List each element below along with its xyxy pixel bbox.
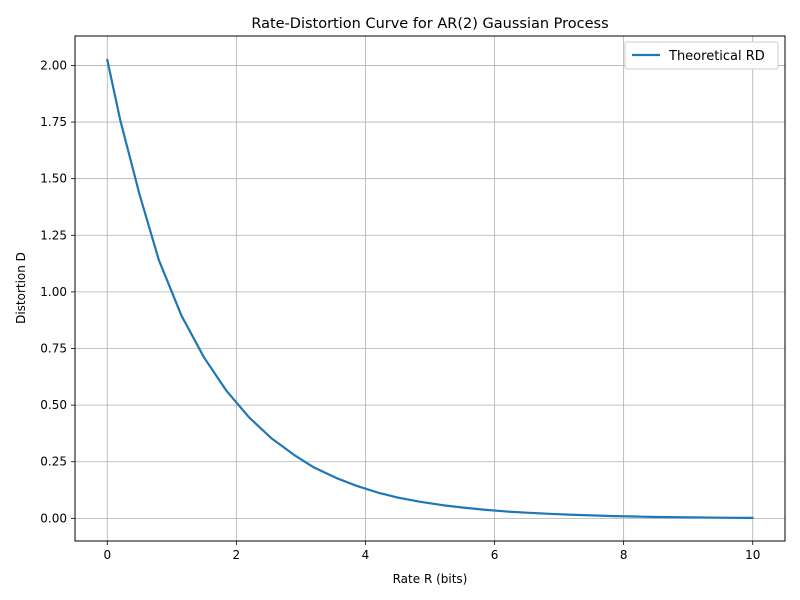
y-axis-title: Distortion D [14,252,28,324]
axis-ticks: 0 2 4 6 8 10 0.00 0.25 0.50 0.75 1.00 1.25 1.50 1.75 2… [40,58,760,562]
y-tick-label: 1.75 [40,115,67,129]
x-tick-label: 0 [103,548,111,562]
y-tick-label: 0.25 [40,455,67,469]
legend: Theoretical RD [624,41,779,70]
y-tick-label: 1.00 [40,285,67,299]
plot-area-frame [74,35,786,542]
series-lines [106,58,754,520]
x-axis-title: Rate R (bits) [393,572,468,586]
x-tick-label: 8 [620,548,628,562]
y-tick-label: 1.50 [40,172,67,186]
grid-lines [75,36,785,541]
y-tick-label: 2.00 [40,58,67,72]
x-tick-label: 2 [233,548,241,562]
legend-label: Theoretical RD [668,49,765,64]
x-tick-label: 10 [745,548,760,562]
y-tick-label: 0.00 [40,511,67,525]
x-tick-label: 6 [491,548,499,562]
x-tick-label: 4 [362,548,370,562]
series-line-theoretical-rd [106,58,754,520]
legend-box [624,41,779,70]
y-tick-label: 0.75 [40,342,67,356]
y-tick-label: 0.50 [40,398,67,412]
chart-title: Rate-Distortion Curve for AR(2) Gaussian… [251,16,608,32]
y-tick-label: 1.25 [40,228,67,242]
